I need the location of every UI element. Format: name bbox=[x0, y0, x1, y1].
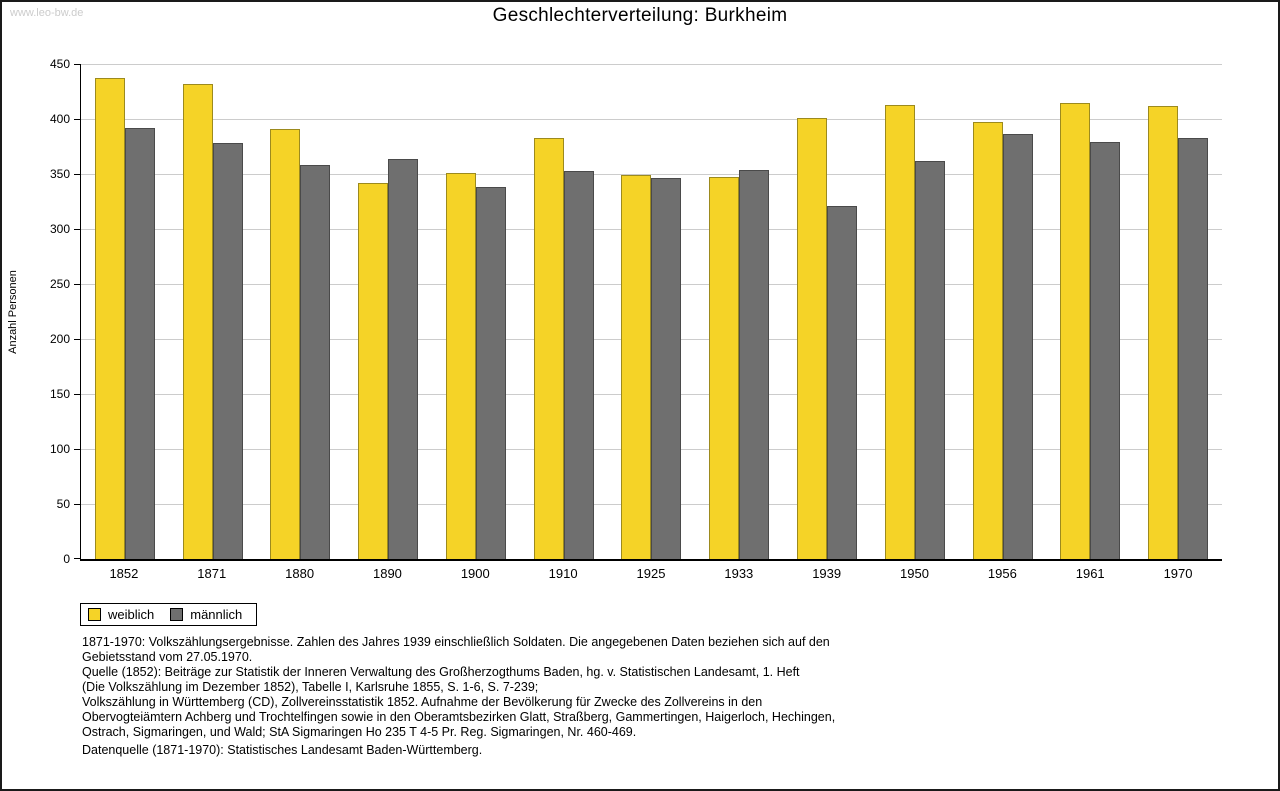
bar-group-1939 bbox=[783, 64, 871, 559]
x-tick-label-1961: 1961 bbox=[1075, 566, 1105, 581]
bar-weiblich-1933 bbox=[709, 177, 740, 559]
x-tick-label-1880: 1880 bbox=[285, 566, 315, 581]
bar-weiblich-1961 bbox=[1060, 102, 1091, 559]
bar-weiblich-1871 bbox=[182, 83, 213, 559]
y-axis-tick-100 bbox=[74, 449, 80, 450]
bar-weiblich-1880 bbox=[270, 128, 301, 559]
y-axis-title: Anzahl Personen bbox=[4, 62, 22, 561]
bar-männlich-1950 bbox=[914, 160, 945, 559]
bar-group-1956 bbox=[959, 64, 1047, 559]
y-tick-label-50: 50 bbox=[56, 497, 70, 511]
bar-männlich-1910 bbox=[563, 170, 594, 559]
bar-weiblich-1852 bbox=[94, 78, 125, 559]
legend-swatch-maennlich bbox=[170, 608, 184, 621]
bar-männlich-1852 bbox=[124, 127, 155, 559]
y-axis-tick-300 bbox=[74, 229, 80, 230]
y-axis-tick-400 bbox=[74, 119, 80, 120]
legend-swatch-weiblich bbox=[88, 608, 101, 621]
bar-groups bbox=[81, 64, 1222, 559]
y-axis-tick-250 bbox=[74, 284, 80, 285]
bar-weiblich-1970 bbox=[1148, 105, 1179, 559]
bar-group-1961 bbox=[1046, 64, 1134, 559]
gridline-400 bbox=[81, 119, 1222, 120]
bar-weiblich-1900 bbox=[445, 172, 476, 559]
bar-weiblich-1910 bbox=[533, 137, 564, 559]
bar-weiblich-1925 bbox=[621, 175, 652, 559]
y-tick-label-350: 350 bbox=[49, 167, 70, 181]
gridline-350 bbox=[81, 174, 1222, 175]
bar-männlich-1890 bbox=[388, 158, 419, 559]
x-axis-labels: 1852 1871 1880 1890 1900 1910 1925 1933 1939 1950… bbox=[80, 566, 1222, 581]
bar-group-1880 bbox=[257, 64, 345, 559]
y-tick-label-200: 200 bbox=[49, 332, 70, 346]
bar-group-1871 bbox=[169, 64, 257, 559]
bar-männlich-1956 bbox=[1002, 134, 1033, 559]
legend-item-weiblich: weiblich bbox=[88, 607, 154, 622]
bar-männlich-1900 bbox=[475, 187, 506, 559]
bar-group-1852 bbox=[81, 64, 169, 559]
y-tick-label-300: 300 bbox=[49, 222, 70, 236]
watermark: www.leo-bw.de bbox=[10, 7, 84, 19]
y-axis-tick-350 bbox=[74, 174, 80, 175]
x-tick-label-1900: 1900 bbox=[460, 566, 490, 581]
bar-männlich-1939 bbox=[827, 205, 857, 559]
y-tick-label-100: 100 bbox=[49, 442, 70, 456]
bar-weiblich-1890 bbox=[358, 182, 389, 559]
y-tick-label-250: 250 bbox=[49, 277, 70, 291]
x-tick-label-1910: 1910 bbox=[548, 566, 578, 581]
x-tick-label-1852: 1852 bbox=[109, 566, 139, 581]
bar-männlich-1970 bbox=[1178, 137, 1209, 559]
y-axis-tick-150 bbox=[74, 394, 80, 395]
bar-weiblich-1950 bbox=[884, 104, 915, 559]
bar-männlich-1933 bbox=[739, 169, 770, 559]
x-tick-label-1890: 1890 bbox=[372, 566, 402, 581]
bar-group-1910 bbox=[520, 64, 608, 559]
legend: weiblich männlich bbox=[80, 603, 258, 626]
y-axis-title-text: Anzahl Personen bbox=[7, 269, 19, 354]
bar-männlich-1961 bbox=[1090, 142, 1121, 559]
y-axis-tick-450 bbox=[74, 64, 80, 65]
legend-item-maennlich: männlich bbox=[170, 607, 242, 622]
x-tick-label-1933: 1933 bbox=[724, 566, 754, 581]
bar-group-1925 bbox=[608, 64, 696, 559]
y-tick-label-400: 400 bbox=[49, 112, 70, 126]
x-tick-label-1871: 1871 bbox=[197, 566, 227, 581]
bar-group-1970 bbox=[1134, 64, 1222, 559]
legend-label-maennlich: männlich bbox=[190, 607, 243, 622]
bar-group-1933 bbox=[695, 64, 783, 559]
y-axis-tick-0 bbox=[74, 558, 80, 559]
bar-group-1950 bbox=[871, 64, 959, 559]
plot-area: 0 50 100 150 200 250 300 350 400 450 bbox=[50, 57, 1222, 566]
bar-männlich-1880 bbox=[300, 165, 331, 559]
x-tick-label-1956: 1956 bbox=[987, 566, 1017, 581]
y-axis-tick-200 bbox=[74, 339, 80, 340]
bar-weiblich-1956 bbox=[972, 122, 1003, 559]
y-tick-label-450: 450 bbox=[49, 57, 70, 71]
x-tick-label-1950: 1950 bbox=[900, 566, 929, 581]
datasource-note: Datenquelle (1871-1970): Statistisches L… bbox=[82, 743, 483, 757]
bar-männlich-1925 bbox=[651, 178, 682, 559]
bar-group-1900 bbox=[432, 64, 520, 559]
x-tick-label-1970: 1970 bbox=[1163, 566, 1193, 581]
gridline-450 bbox=[81, 64, 1222, 65]
legend-label-weiblich: weiblich bbox=[108, 607, 155, 622]
x-tick-label-1939: 1939 bbox=[812, 566, 842, 581]
chart-title: Geschlechterverteilung: Burkheim bbox=[492, 5, 788, 26]
source-notes: 1871-1970: Volkszählungsergebnisse. Zahl… bbox=[82, 635, 836, 739]
y-axis-tick-50 bbox=[74, 504, 80, 505]
bar-group-1890 bbox=[344, 64, 432, 559]
y-tick-label-0: 0 bbox=[63, 552, 70, 566]
bar-weiblich-1939 bbox=[797, 117, 827, 559]
x-tick-label-1925: 1925 bbox=[636, 566, 666, 581]
y-tick-label-150: 150 bbox=[49, 387, 70, 401]
bar-männlich-1871 bbox=[212, 143, 243, 559]
